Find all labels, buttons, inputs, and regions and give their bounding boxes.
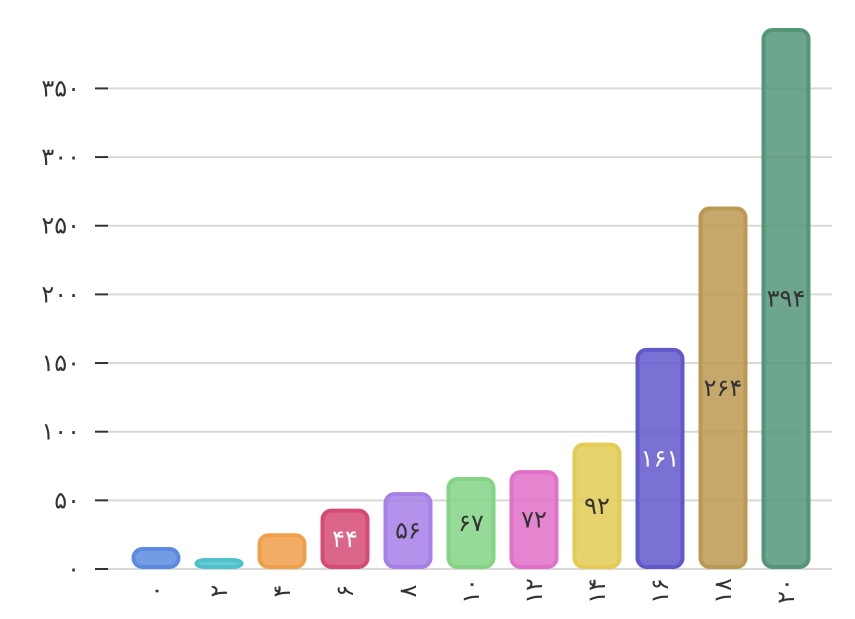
x-tick-label: ۰ (142, 585, 170, 598)
y-tick-label: ۳۵۰ (41, 74, 80, 102)
y-tick-label: ۱۰۰ (41, 418, 80, 446)
y-tick-label: ۳۰۰ (41, 143, 80, 171)
bar-value-label: ۶۷ (458, 509, 484, 537)
x-tick-label: ۱۰ (457, 578, 485, 604)
bar (257, 533, 307, 570)
x-tick-label: ۱۶ (646, 578, 674, 604)
bar (698, 206, 748, 569)
y-tick-label: ۵۰ (54, 486, 80, 514)
bar (635, 347, 685, 569)
x-tick-label: ۱۲ (520, 578, 548, 604)
bar (509, 470, 559, 569)
y-tick-label: ۲۵۰ (41, 212, 80, 240)
x-tick-label: ۲ (205, 585, 233, 598)
y-tick-label: ۰ (67, 555, 80, 583)
bar-value-label: ۷۲ (521, 506, 547, 534)
x-tick-label: ۱۴ (583, 578, 611, 604)
bar (131, 547, 181, 569)
bar-value-label: ۳۹۴ (767, 285, 806, 313)
x-tick-label: ۲۰ (772, 578, 800, 604)
bar (194, 558, 244, 570)
y-tick-label: ۱۵۰ (41, 349, 80, 377)
bar-value-label: ۵۶ (395, 517, 421, 545)
x-tick-label: ۱۸ (709, 578, 737, 604)
bar-layer (131, 28, 811, 570)
x-tick-label: ۴ (268, 585, 296, 598)
bar (761, 28, 811, 569)
grid-layer (108, 87, 832, 570)
bar-value-label: ۹۲ (584, 492, 610, 520)
x-tick-label: ۸ (394, 584, 422, 597)
bar-value-label: ۲۶۴ (704, 374, 743, 402)
label-layer: ۴۴ ۵۶ ۶۷ ۷۲ ۹۲ ۱۶۱ ۲۶۴ ۳۹۴ (332, 285, 805, 553)
x-tick-label: ۶ (331, 585, 359, 598)
bar (446, 477, 496, 569)
bar (572, 442, 622, 570)
y-tick-label: ۲۰۰ (41, 280, 80, 308)
bar (383, 492, 433, 569)
bar (320, 508, 370, 570)
bar-value-label: ۱۶۱ (641, 444, 680, 472)
bar-value-label: ۴۴ (332, 525, 358, 553)
axis-layer: ۰ ۵۰ ۱۰۰ ۱۵۰ ۲۰۰ ۲۵۰ ۳۰۰ ۳۵۰ ۰ ۲ ۴ ۶ ۸ ۱۰ ۱۲ ۱۴ ۱۶ ۱۸ ۲۰ (41, 74, 800, 603)
